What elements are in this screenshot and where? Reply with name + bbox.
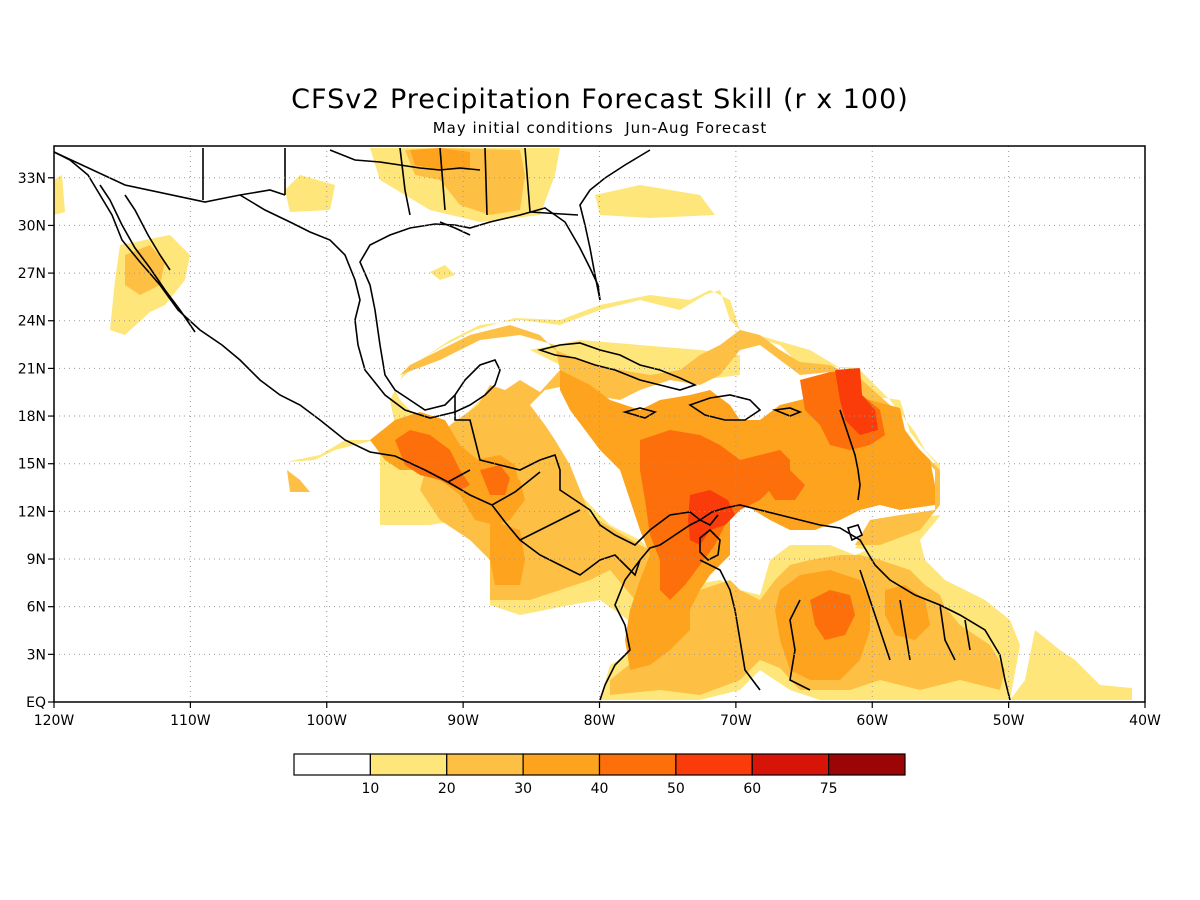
skill-region-west-mexico-10-20 — [54, 175, 65, 215]
coastline-trinidad — [846, 524, 864, 542]
coastline-gulf-of-mexico — [239, 194, 601, 419]
colorbar: 10 20 30 40 50 60 75 — [293, 753, 906, 797]
colorbar-swatch — [369, 753, 448, 776]
skill-region-venezuela-40-50 — [810, 590, 855, 640]
colorbar-label: 40 — [591, 781, 609, 797]
colorbar-swatch — [828, 753, 906, 776]
lat-tick-label: 27N — [18, 266, 46, 282]
colorbar-swatch — [522, 753, 601, 776]
lon-tick-label: 40W — [1129, 713, 1161, 729]
lat-tick-label: 15N — [18, 457, 46, 473]
lat-tick-label: 12N — [18, 504, 46, 520]
skill-region-baja-20-30 — [125, 245, 165, 295]
colorbar-swatch — [675, 753, 753, 776]
coastline-lake-maracaibo — [699, 528, 721, 561]
border-us-states — [399, 147, 579, 216]
lat-tick-label: 18N — [18, 409, 46, 425]
lon-tick-label: 110W — [170, 713, 211, 729]
lon-tick-label: 100W — [306, 713, 347, 729]
colorbar-label: 50 — [667, 781, 685, 797]
skill-region-guyana-30-40 — [885, 585, 930, 640]
skill-region-e-carib-40-50 — [765, 470, 805, 500]
coastline-us-north-gulf — [329, 149, 481, 236]
coastline-yucatan — [454, 395, 719, 546]
skill-region-florida-atlantic-10-20 — [595, 185, 715, 218]
colorbar-label: 20 — [438, 781, 456, 797]
skill-region-texas-10-20 — [285, 175, 335, 212]
graticule-grid — [54, 146, 1145, 702]
lat-tick-label: 30N — [18, 218, 46, 234]
lat-tick-label: 33N — [18, 171, 46, 187]
colorbar-label: 30 — [514, 781, 532, 797]
coastline-baja — [99, 184, 196, 333]
lat-tick-label: 21N — [18, 361, 46, 377]
skill-contours — [54, 148, 1145, 700]
colorbar-swatch — [293, 753, 371, 776]
lat-tick-label: 24N — [18, 314, 46, 330]
lat-tick-label: 3N — [27, 647, 46, 663]
skill-region-lesser-antilles-50-60 — [835, 368, 878, 435]
longitude-axis: 120W 110W 100W 90W 80W 70W 60W 50W 40W — [34, 702, 1161, 729]
colorbar-label: 10 — [361, 781, 379, 797]
border-us-mexico — [54, 148, 286, 203]
skill-region-ne-us-30-40 — [410, 148, 470, 170]
lat-tick-label: EQ — [26, 695, 46, 711]
coastline-cuba — [537, 342, 698, 391]
coastline-us-atlantic — [579, 149, 651, 301]
lon-tick-label: 90W — [447, 713, 479, 729]
map-subtitle: May initial conditions Jun-Aug Forecast — [432, 119, 768, 137]
skill-region-gulf-dot-10-20 — [430, 265, 455, 280]
colorbar-swatch — [446, 753, 524, 776]
lon-tick-label: 120W — [34, 713, 75, 729]
border-central-america — [447, 469, 581, 541]
lon-tick-label: 70W — [720, 713, 752, 729]
lon-tick-label: 80W — [584, 713, 616, 729]
lat-tick-label: 9N — [27, 552, 46, 568]
colorbar-swatch — [598, 753, 677, 776]
skill-region-honduras-40-50 — [480, 465, 510, 495]
latitude-axis: EQ 3N 6N 9N 12N 15N 18N 21N 24N 27N 30N 33N — [18, 171, 54, 711]
coastline-jamaica — [622, 407, 658, 419]
colorbar-label: 75 — [820, 781, 838, 797]
coastline-hispaniola — [688, 394, 762, 421]
coastline-south-america — [599, 504, 1011, 701]
colorbar-swatch — [751, 753, 830, 776]
lat-tick-label: 6N — [27, 600, 46, 616]
coastline-lesser-antilles — [839, 409, 861, 501]
lon-tick-label: 60W — [856, 713, 888, 729]
colorbar-label: 60 — [743, 781, 761, 797]
skill-region-caribbean-core-50-60 — [688, 490, 735, 545]
lon-tick-label: 50W — [993, 713, 1025, 729]
border-south-america — [699, 559, 971, 691]
skill-region-east-pacific-20-30 — [287, 470, 310, 492]
skill-region-guatemala-40-50 — [395, 430, 470, 490]
coastline-puerto-rico — [771, 407, 803, 417]
map-title: CFSv2 Precipitation Forecast Skill (r x … — [291, 84, 909, 115]
